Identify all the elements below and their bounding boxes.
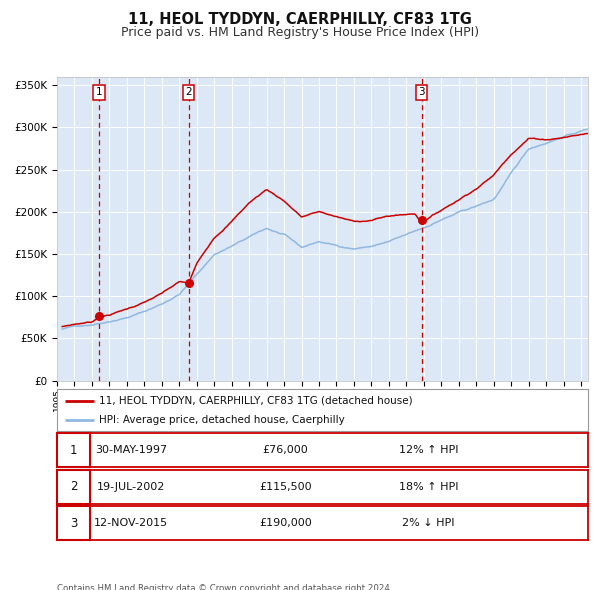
Text: 30-MAY-1997: 30-MAY-1997 xyxy=(95,445,167,455)
Text: £76,000: £76,000 xyxy=(262,445,308,455)
Text: HPI: Average price, detached house, Caerphilly: HPI: Average price, detached house, Caer… xyxy=(100,415,345,425)
Text: 19-JUL-2002: 19-JUL-2002 xyxy=(97,482,166,491)
Text: £115,500: £115,500 xyxy=(259,482,311,491)
Text: 12% ↑ HPI: 12% ↑ HPI xyxy=(399,445,458,455)
Text: Contains HM Land Registry data © Crown copyright and database right 2024.: Contains HM Land Registry data © Crown c… xyxy=(57,584,392,590)
Text: 11, HEOL TYDDYN, CAERPHILLY, CF83 1TG: 11, HEOL TYDDYN, CAERPHILLY, CF83 1TG xyxy=(128,12,472,27)
Text: 1: 1 xyxy=(96,87,103,97)
Text: 11, HEOL TYDDYN, CAERPHILLY, CF83 1TG (detached house): 11, HEOL TYDDYN, CAERPHILLY, CF83 1TG (d… xyxy=(100,395,413,405)
Text: 18% ↑ HPI: 18% ↑ HPI xyxy=(399,482,458,491)
Text: 2% ↓ HPI: 2% ↓ HPI xyxy=(403,519,455,528)
Text: 12-NOV-2015: 12-NOV-2015 xyxy=(94,519,169,528)
Text: 2: 2 xyxy=(70,480,77,493)
Text: 3: 3 xyxy=(70,517,77,530)
Text: 2: 2 xyxy=(185,87,192,97)
Text: 3: 3 xyxy=(418,87,425,97)
Text: £190,000: £190,000 xyxy=(259,519,312,528)
Text: Price paid vs. HM Land Registry's House Price Index (HPI): Price paid vs. HM Land Registry's House … xyxy=(121,26,479,39)
Text: 1: 1 xyxy=(70,444,77,457)
